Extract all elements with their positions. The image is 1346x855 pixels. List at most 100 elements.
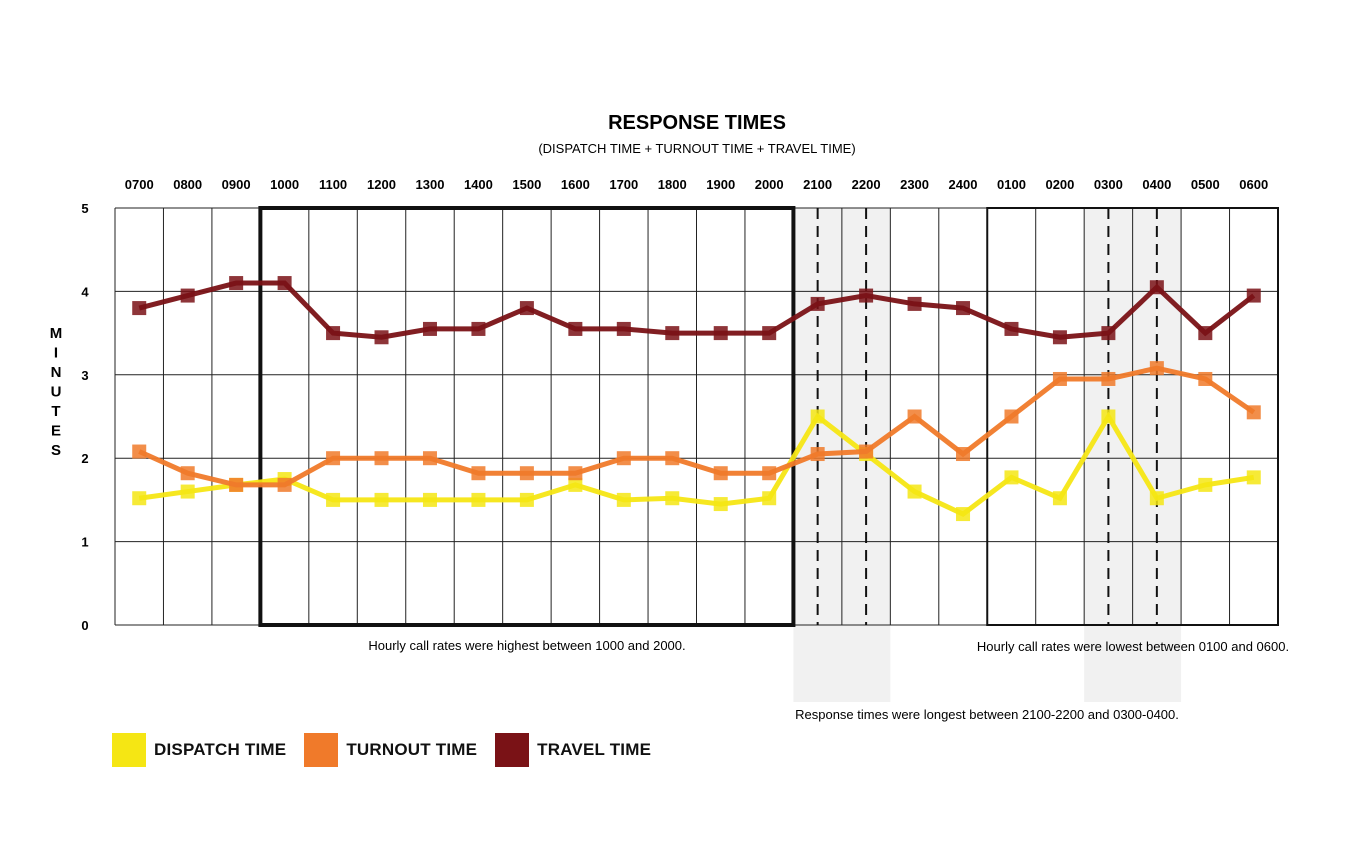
point-travel-time bbox=[229, 276, 244, 291]
legend-item-travel: TRAVEL TIME bbox=[495, 733, 651, 767]
x-tick-label: 1900 bbox=[706, 177, 735, 192]
point-turnout-time bbox=[1004, 409, 1019, 424]
x-tick-label: 0200 bbox=[1045, 177, 1074, 192]
x-tick-label: 0600 bbox=[1239, 177, 1268, 192]
point-dispatch-time bbox=[762, 491, 777, 506]
chart-title: RESPONSE TIMES bbox=[608, 112, 786, 134]
point-turnout-time bbox=[326, 451, 341, 466]
point-turnout-time bbox=[132, 444, 147, 459]
point-turnout-time bbox=[665, 451, 680, 466]
point-dispatch-time bbox=[132, 491, 147, 506]
point-travel-time bbox=[810, 296, 825, 311]
point-travel-time bbox=[132, 301, 147, 316]
point-dispatch-time bbox=[1052, 491, 1067, 506]
legend: DISPATCH TIME TURNOUT TIME TRAVEL TIME bbox=[112, 733, 669, 767]
point-turnout-time bbox=[713, 466, 728, 481]
point-dispatch-time bbox=[616, 492, 631, 507]
point-dispatch-time bbox=[956, 507, 971, 522]
point-dispatch-time bbox=[519, 492, 534, 507]
y-tick-label: 1 bbox=[81, 535, 88, 550]
legend-swatch-dispatch bbox=[112, 733, 146, 767]
x-tick-label: 2000 bbox=[755, 177, 784, 192]
chart-subtitle: (DISPATCH TIME + TURNOUT TIME + TRAVEL T… bbox=[538, 141, 855, 156]
point-dispatch-time bbox=[326, 492, 341, 507]
y-tick-label: 2 bbox=[81, 451, 88, 466]
y-tick-label: 0 bbox=[81, 618, 88, 633]
point-turnout-time bbox=[907, 409, 922, 424]
point-dispatch-time bbox=[907, 484, 922, 499]
point-turnout-time bbox=[422, 451, 437, 466]
point-dispatch-time bbox=[1004, 470, 1019, 485]
point-dispatch-time bbox=[471, 492, 486, 507]
y-label-letter: N bbox=[51, 364, 62, 381]
point-travel-time bbox=[471, 321, 486, 336]
point-dispatch-time bbox=[1246, 470, 1261, 485]
x-tick-label: 0800 bbox=[173, 177, 202, 192]
point-dispatch-time bbox=[422, 492, 437, 507]
point-travel-time bbox=[180, 288, 195, 303]
highlight-box-1000-2000 bbox=[258, 206, 796, 627]
y-axis-ticks: 0 1 2 3 4 5 bbox=[81, 201, 89, 633]
y-label-letter: T bbox=[51, 403, 60, 420]
point-turnout-time bbox=[1052, 371, 1067, 386]
point-travel-time bbox=[1149, 280, 1164, 295]
x-tick-label: 1300 bbox=[416, 177, 445, 192]
x-tick-label: 1200 bbox=[367, 177, 396, 192]
y-label-letter: M bbox=[50, 325, 63, 342]
point-travel-time bbox=[616, 321, 631, 336]
x-tick-label: 0500 bbox=[1191, 177, 1220, 192]
point-dispatch-time bbox=[1149, 491, 1164, 506]
point-turnout-time bbox=[229, 477, 244, 492]
y-tick-label: 5 bbox=[81, 201, 88, 216]
highlight-boxes bbox=[258, 206, 1279, 627]
x-tick-label: 2200 bbox=[852, 177, 881, 192]
series-lines bbox=[132, 276, 1261, 522]
legend-label-dispatch: DISPATCH TIME bbox=[154, 740, 287, 759]
y-label-letter: U bbox=[51, 384, 62, 401]
point-dispatch-time bbox=[713, 497, 728, 512]
legend-item-dispatch: DISPATCH TIME bbox=[112, 733, 286, 767]
legend-swatch-travel bbox=[495, 733, 530, 767]
annotation-highest-rates: Hourly call rates were highest between 1… bbox=[368, 638, 685, 653]
point-travel-time bbox=[762, 326, 777, 341]
point-travel-time bbox=[422, 321, 437, 336]
point-turnout-time bbox=[810, 447, 825, 462]
x-tick-label: 0400 bbox=[1142, 177, 1171, 192]
point-travel-time bbox=[907, 296, 922, 311]
point-travel-time bbox=[1101, 326, 1116, 341]
y-tick-label: 4 bbox=[81, 284, 89, 299]
x-tick-label: 1000 bbox=[270, 177, 299, 192]
point-dispatch-time bbox=[568, 477, 583, 492]
y-label-letter: S bbox=[51, 442, 61, 459]
point-travel-time bbox=[326, 326, 341, 341]
series-line-travel-time bbox=[138, 280, 1256, 340]
point-travel-time bbox=[1052, 330, 1067, 345]
point-turnout-time bbox=[568, 466, 583, 481]
point-travel-time bbox=[956, 301, 971, 316]
point-travel-time bbox=[568, 321, 583, 336]
point-travel-time bbox=[277, 276, 292, 291]
x-tick-label: 1400 bbox=[464, 177, 493, 192]
point-turnout-time bbox=[1149, 361, 1164, 376]
point-turnout-time bbox=[180, 466, 195, 481]
annotation-lowest-rates: Hourly call rates were lowest between 01… bbox=[977, 639, 1289, 654]
x-axis-ticks: 0700 0800 0900 1000 1100 1200 1300 1400 1500 1600… bbox=[125, 177, 1268, 192]
point-turnout-time bbox=[616, 451, 631, 466]
series-line-dispatch-time bbox=[138, 411, 1255, 517]
annotation-longest-times: Response times were longest between 2100… bbox=[795, 707, 1179, 722]
point-travel-time bbox=[519, 301, 534, 316]
point-travel-time bbox=[374, 330, 389, 345]
point-travel-time bbox=[1004, 321, 1019, 336]
y-tick-label: 3 bbox=[81, 368, 88, 383]
point-turnout-time bbox=[1246, 405, 1261, 420]
series-line-turnout-time bbox=[138, 365, 1256, 488]
point-turnout-time bbox=[762, 466, 777, 481]
point-travel-time bbox=[1246, 288, 1261, 303]
legend-swatch-turnout bbox=[304, 733, 339, 767]
legend-label-turnout: TURNOUT TIME bbox=[346, 740, 478, 759]
x-tick-label: 2100 bbox=[803, 177, 832, 192]
x-tick-label: 0700 bbox=[125, 177, 154, 192]
x-tick-label: 1500 bbox=[512, 177, 541, 192]
x-tick-label: 0900 bbox=[222, 177, 251, 192]
